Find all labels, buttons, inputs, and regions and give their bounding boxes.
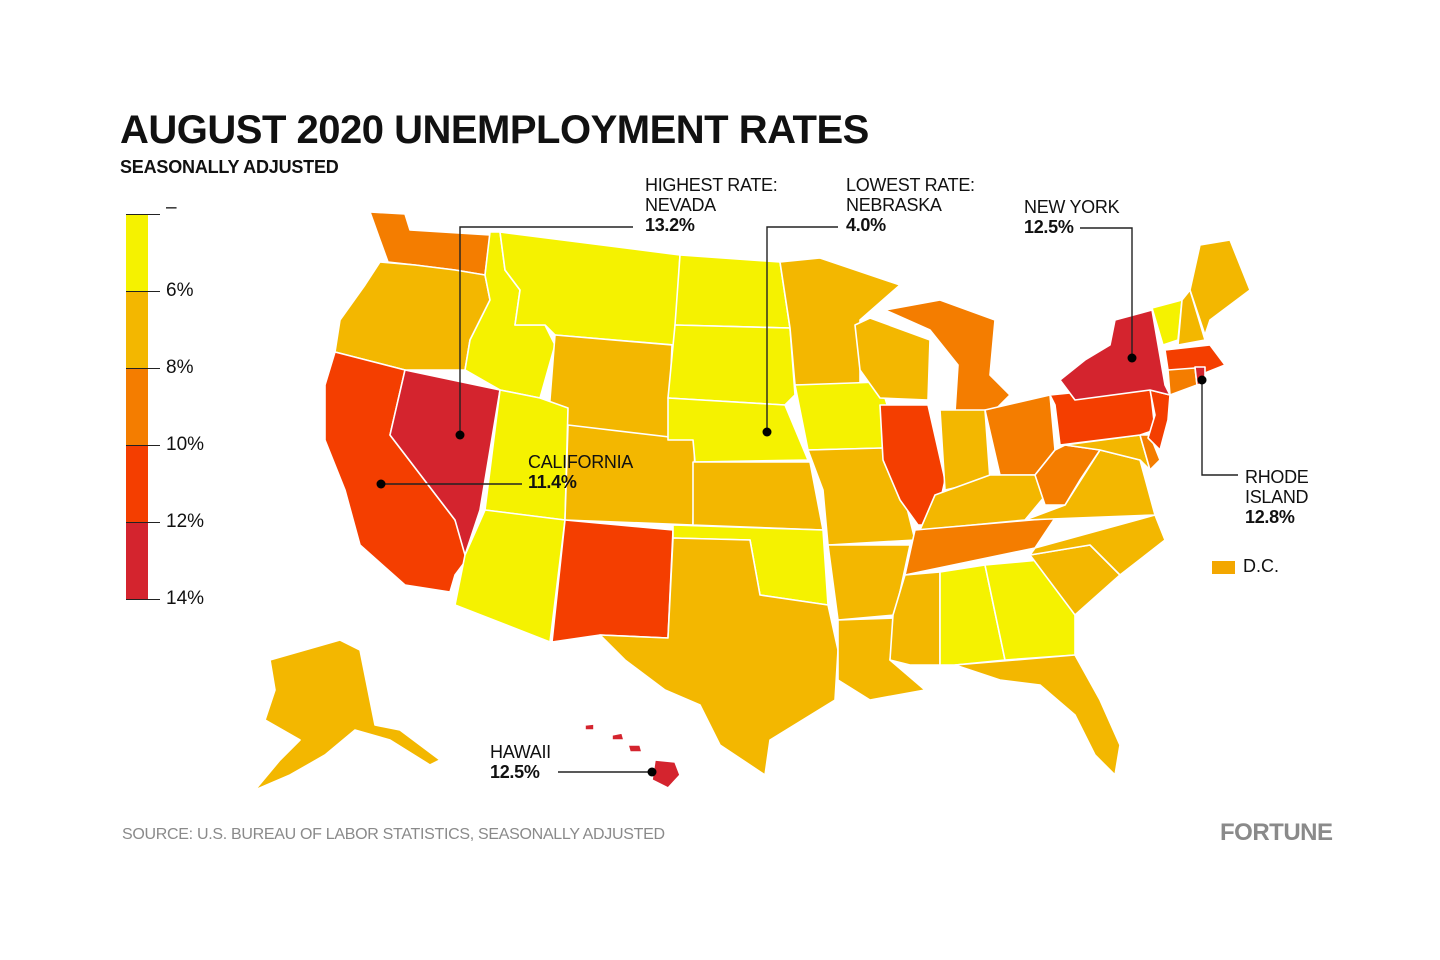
state-DE [1139,434,1161,471]
legend-tick [126,599,160,600]
legend-tick [126,214,160,215]
brand-logo: FORTUNE [1220,819,1333,846]
callout-line: HAWAII [490,742,551,762]
callout-value: 12.5% [490,762,540,782]
dc-swatch [1212,560,1235,574]
state-NM [551,519,674,643]
state-KS [692,461,824,531]
dc-label: D.C. [1243,556,1279,576]
callout-value: 12.5% [1024,217,1074,237]
leader-rhodeisland [1201,380,1238,476]
page-subtitle: SEASONALLY ADJUSTED [120,157,339,177]
color-legend: – 6% 8% 10% 12% 14% [126,197,226,609]
callout-line: ISLAND [1245,487,1309,507]
marker-nevada [455,430,465,440]
state-HI-oahu [611,732,625,741]
state-OR [334,261,491,371]
callout-lowest-rate: LOWEST RATE: NEBRASKA 4.0% [846,175,975,235]
marker-newyork [1127,353,1137,363]
state-NY [1059,309,1171,401]
legend-label: – [166,197,177,218]
callout-value: 12.8% [1245,507,1295,527]
state-TX [599,537,839,776]
source-note: SOURCE: U.S. BUREAU OF LABOR STATISTICS,… [122,826,665,843]
callout-value: 4.0% [846,215,886,235]
legend-bin-4 [126,445,148,522]
legend-bin-5 [126,522,148,599]
dc-legend: D.C. [1212,556,1279,577]
legend-tick [126,522,160,523]
callout-value: 13.2% [645,215,695,235]
state-CT [1167,367,1198,396]
legend-label: 12% [166,511,205,532]
state-AK [254,639,441,791]
callout-highest-rate: HIGHEST RATE: NEVADA 13.2% [645,175,778,235]
marker-nebraska [762,427,772,437]
state-ND [674,254,791,329]
state-MI [884,299,1011,416]
page-title: AUGUST 2020 UNEMPLOYMENT RATES [120,108,869,152]
state-HI-kauai [584,723,595,731]
marker-california [376,479,386,489]
legend-bin-2 [126,291,148,368]
callout-line: HIGHEST RATE: [645,175,778,195]
callout-hawaii: HAWAII 12.5% [490,742,551,782]
callout-rhode-island: RHODE ISLAND 12.8% [1245,467,1309,527]
callout-line: NEBRASKA [846,195,942,215]
legend-label: 10% [166,434,205,455]
state-HI [651,759,681,789]
legend-tick [126,368,160,369]
state-WI [854,317,931,401]
marker-hawaii [647,767,657,777]
state-NH [1177,289,1206,346]
legend-tick [126,291,160,292]
legend-bin-3 [126,368,148,445]
state-HI-maui [627,744,643,753]
legend-bin-1 [126,214,148,291]
legend-label: 14% [166,588,205,609]
state-MA [1164,344,1226,376]
marker-rhodeisland [1197,375,1207,385]
state-ME [1189,239,1251,336]
legend-label: 8% [166,357,194,378]
callout-line: NEVADA [645,195,716,215]
callout-line: CALIFORNIA [528,452,634,472]
leader-newyork [1080,227,1133,358]
leader-nebraska [766,226,838,432]
state-FL [954,654,1121,776]
callout-line: LOWEST RATE: [846,175,975,195]
callout-new-york: NEW YORK 12.5% [1024,197,1120,237]
callout-value: 11.4% [528,472,577,492]
state-SD [667,324,796,406]
leader-nevada [459,226,633,435]
callout-line: RHODE [1245,467,1309,487]
callout-california: CALIFORNIA 11.4% [528,452,633,492]
legend-label: 6% [166,280,194,301]
legend-tick [126,445,160,446]
state-WV [1034,444,1101,506]
state-AZ [454,509,566,643]
callout-line: NEW YORK [1024,197,1120,217]
